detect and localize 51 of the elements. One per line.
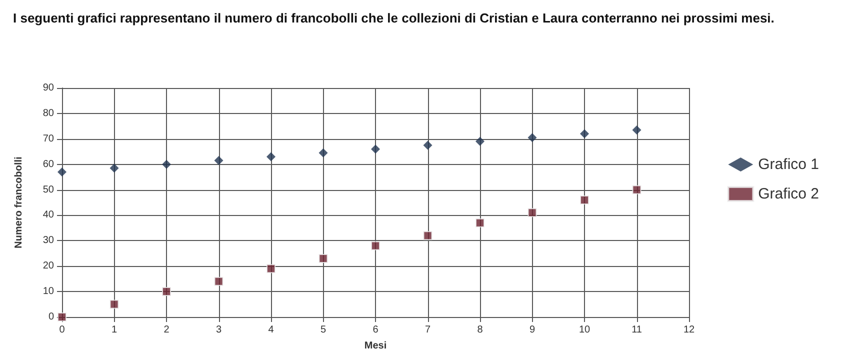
x-tick-label: 9 [529,324,536,336]
point [318,254,328,263]
y-tick-label: 10 [42,286,54,298]
point [476,136,484,146]
point [318,148,328,158]
y-tick-label: 90 [42,82,54,94]
chart-title: I seguenti grafici rappresentano il numero di francobolli che le collezioni di Cristian e Laura conterranno nei prossimi mesi. [13,10,774,26]
point [162,287,171,296]
x-tick-label: 7 [424,324,431,336]
point [110,300,119,309]
y-tick-label: 80 [42,108,54,119]
x-tick-label: 12 [683,324,695,336]
x-tick-label: 6 [372,324,379,336]
y-tick-label: 0 [48,312,54,322]
x-axis-title: Mesi [364,340,387,352]
y-tick-label: 30 [42,235,54,246]
point [371,241,380,250]
x-tick-label: 10 [578,324,590,336]
point [110,164,119,173]
y-tick-label: 50 [42,184,54,196]
x-tick-label: 11 [632,324,642,336]
y-tick-label: 70 [42,133,54,144]
x-tick-label: 1 [111,324,118,336]
point [214,156,224,166]
point [632,185,642,194]
x-tick-label: 8 [477,324,484,336]
point [162,160,171,169]
point [214,276,224,286]
legend-label: Grafico 1 [758,156,820,173]
y-tick-label: 20 [42,260,54,272]
point [528,133,537,142]
point [423,231,432,240]
x-tick-label: 2 [164,324,170,336]
x-tick-label: 0 [59,324,66,336]
legend-label: Grafico 2 [758,186,820,202]
point [476,218,484,228]
point [58,167,66,176]
point [266,264,276,274]
y-tick-label: 60 [42,158,54,170]
x-tick-label: 3 [216,324,222,336]
x-tick-label: 5 [320,324,326,336]
point [580,129,589,138]
point [580,195,589,204]
point [423,140,432,150]
point [266,152,276,162]
y-tick-label: 40 [42,210,54,221]
x-tick-label: 4 [268,324,274,336]
y-axis-title: Numero francobolli [14,156,24,248]
point [528,208,537,218]
point [632,125,642,134]
point [371,144,380,154]
